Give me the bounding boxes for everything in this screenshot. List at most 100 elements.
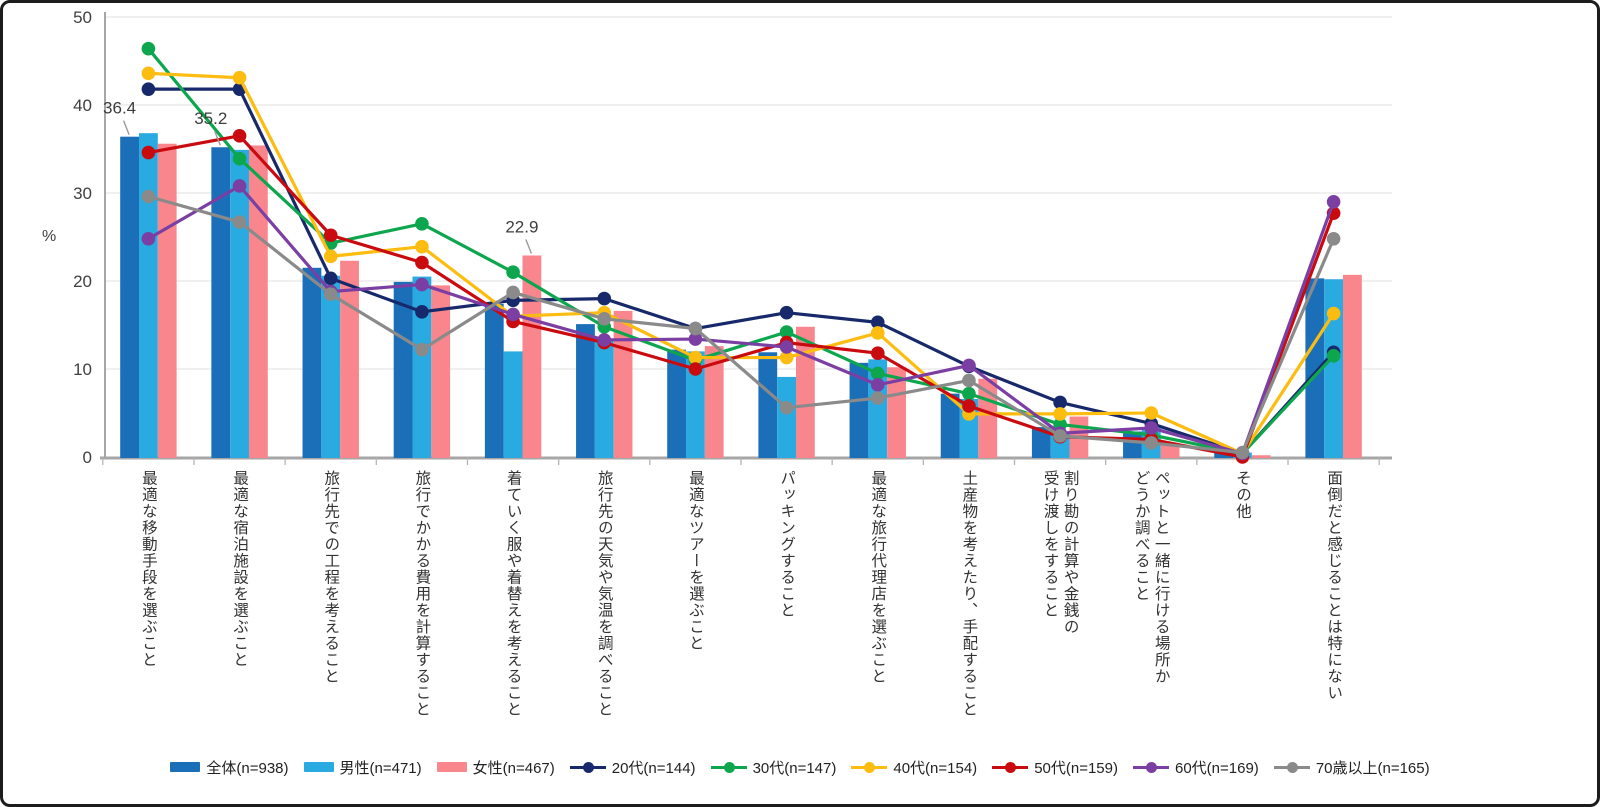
y-tick-label: 50 — [73, 8, 92, 27]
legend-label: 30代(n=147) — [752, 759, 837, 777]
x-category-labels: 最適な移動手段を選ぶこと 最適な宿泊施設を選ぶこと 旅行先での工程を考えること 旅行で… — [140, 470, 1343, 718]
category-label: 最適な宿泊施設を選ぶこと — [231, 470, 249, 668]
line-marker — [870, 315, 885, 330]
category-label: 着ていく服や着替えを考えること — [505, 470, 523, 718]
line-marker — [870, 326, 885, 340]
legend-item: 30代(n=147) — [710, 757, 837, 778]
line-marker — [962, 358, 976, 373]
bar — [887, 367, 906, 458]
bar — [302, 267, 322, 458]
data-label: 36.4 — [103, 99, 136, 118]
legend-dot-icon — [582, 762, 594, 773]
line-marker — [141, 82, 156, 96]
line — [148, 71, 1335, 456]
legend-line-swatch — [1133, 761, 1169, 773]
line — [147, 194, 1336, 455]
line-marker — [962, 386, 976, 401]
line-marker — [1235, 445, 1250, 460]
category-label: 受け渡しをすること — [1042, 470, 1060, 619]
legend-label: 全体(n=938) — [206, 759, 289, 777]
bar — [431, 285, 451, 458]
line — [147, 184, 1336, 456]
line-marker — [506, 265, 520, 280]
line-marker — [1053, 395, 1067, 410]
bar — [1343, 274, 1362, 458]
legend-label: 40代(n=154) — [893, 759, 978, 777]
legend-label: 50代(n=159) — [1034, 759, 1118, 777]
bar — [667, 349, 687, 458]
line-marker — [323, 249, 338, 264]
bar — [1251, 455, 1271, 458]
legend-label: 70歳以上(n=165) — [1315, 759, 1430, 777]
legend-label: 60代(n=169) — [1175, 759, 1259, 777]
bar — [248, 145, 268, 459]
line-series-4 — [141, 179, 1341, 461]
category-label: 面倒だと感じることは特にない — [1325, 470, 1343, 701]
line-marker — [415, 239, 429, 254]
line-marker — [415, 255, 429, 270]
y-axis-unit-label: % — [42, 228, 56, 245]
line-marker — [232, 215, 247, 229]
bar — [157, 143, 177, 458]
bar — [594, 340, 614, 458]
bar — [1305, 278, 1325, 458]
leader-line — [214, 130, 221, 146]
line-marker — [1053, 429, 1067, 443]
line-marker — [688, 332, 703, 346]
legend-line-swatch — [992, 761, 1029, 773]
bar — [503, 351, 523, 458]
bar — [230, 149, 249, 458]
bars-layer — [120, 133, 1362, 459]
bar — [940, 393, 960, 458]
line-marker — [323, 228, 338, 243]
line-marker — [323, 287, 338, 302]
bar — [393, 281, 413, 458]
bar — [1214, 452, 1234, 458]
legend-item: 40代(n=154) — [851, 757, 977, 778]
data-label: 22.9 — [505, 217, 538, 236]
line-marker — [870, 366, 885, 381]
line-marker — [779, 350, 794, 365]
lines-layer — [141, 41, 1341, 464]
bar — [795, 326, 815, 458]
legend-bar-swatch — [303, 762, 334, 772]
legend-item: 60代(n=169) — [1133, 757, 1259, 778]
y-tick-label: 10 — [73, 360, 92, 379]
line-marker — [597, 291, 612, 306]
bar — [1031, 427, 1051, 458]
line-marker — [141, 145, 156, 160]
category-label: パッキングすること — [778, 470, 795, 619]
line-marker — [415, 305, 429, 319]
y-tick-label: 0 — [83, 448, 92, 467]
category-label: どうか調べること — [1133, 470, 1151, 602]
legend-dot-icon — [1286, 762, 1298, 773]
legend-label: 女性(n=467) — [472, 759, 555, 777]
line-series-5 — [141, 189, 1341, 460]
bar — [139, 133, 158, 458]
line-marker — [415, 277, 429, 292]
category-label: 旅行先の天気や気温を調べること — [596, 470, 614, 718]
line-marker — [232, 70, 247, 85]
legend-dot-icon — [723, 762, 735, 773]
bar — [1160, 443, 1180, 458]
bar — [849, 362, 869, 458]
legend-item: 女性(n=467) — [436, 757, 555, 778]
bar — [576, 324, 595, 458]
line-marker — [688, 350, 703, 365]
category-label: ペットと一緒に行ける場所か — [1153, 470, 1171, 685]
line-marker — [870, 391, 885, 405]
line — [148, 87, 1335, 456]
bar-series-0 — [120, 136, 1325, 459]
line-marker — [1326, 231, 1341, 246]
legend-line-swatch — [710, 761, 747, 773]
line — [148, 134, 1336, 459]
y-tick-label: 40 — [73, 96, 92, 115]
bar — [120, 136, 139, 458]
data-label: 35.2 — [194, 109, 227, 128]
category-label: 最適な移動手段を選ぶこと — [140, 470, 158, 668]
bar — [1324, 279, 1344, 458]
line-marker — [232, 151, 247, 166]
y-tick-label: 20 — [73, 272, 92, 291]
line-marker — [1144, 436, 1159, 450]
